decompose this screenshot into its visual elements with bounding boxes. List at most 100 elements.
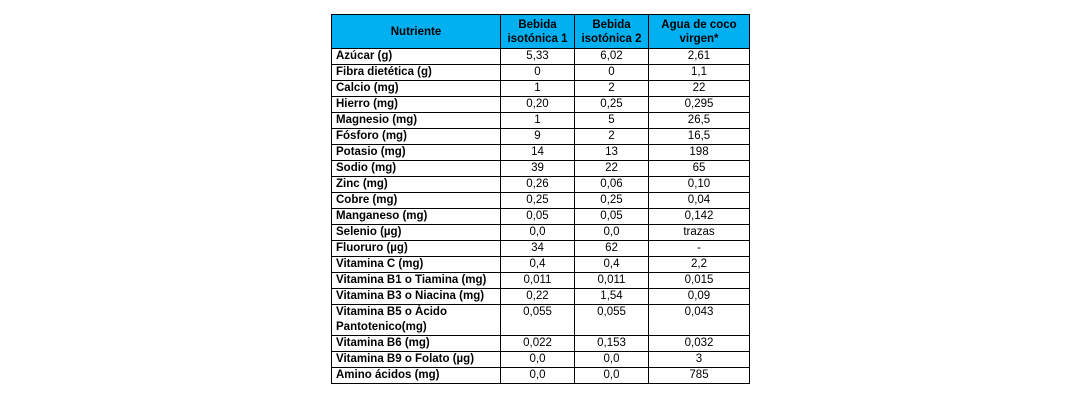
value-cell: 0,4 [500, 256, 575, 273]
value-cell: 0,05 [574, 208, 649, 225]
nutrient-name-cell: Vitamina B3 o Niacina (mg) [331, 288, 501, 305]
header-nutriente: Nutriente [331, 14, 501, 49]
table-row: Fósforo (mg) 9 2 16,5 [331, 128, 750, 145]
value-cell: 2 [574, 80, 649, 97]
table-row: Calcio (mg) 1 2 22 [331, 80, 750, 97]
table-row: Sodio (mg) 39 22 65 [331, 160, 750, 177]
value-cell: 0,011 [574, 272, 649, 289]
value-cell: 0,153 [574, 335, 649, 352]
nutrient-name-cell: Fluoruro (µg) [331, 240, 501, 257]
nutrient-name-cell: Vitamina B9 o Folato (µg) [331, 351, 501, 368]
value-cell: 0,0 [500, 367, 575, 384]
value-cell: 5 [574, 112, 649, 129]
table-row: Hierro (mg) 0,20 0,25 0,295 [331, 96, 750, 113]
nutrient-name-cell: Sodio (mg) [331, 160, 501, 177]
value-cell: 2,61 [648, 48, 750, 65]
value-cell: 0,055 [500, 304, 575, 336]
table-row: Vitamina C (mg) 0,4 0,4 2,2 [331, 256, 750, 273]
nutrient-name-cell: Vitamina B1 o Tiamina (mg) [331, 272, 501, 289]
value-cell: 34 [500, 240, 575, 257]
nutrient-name-cell: Zinc (mg) [331, 176, 501, 193]
header-bebida-1: Bebida isotónica 1 [500, 14, 575, 49]
table-row: Vitamina B1 o Tiamina (mg) 0,011 0,011 0,01… [331, 272, 750, 289]
table-row: Vitamina B5 o Ácido Pantotenico(mg) 0,055… [331, 304, 750, 336]
header-bebida-2: Bebida isotónica 2 [574, 14, 649, 49]
value-cell: 0,043 [648, 304, 750, 336]
value-cell: 0,011 [500, 272, 575, 289]
value-cell: 0,0 [574, 224, 649, 241]
nutrient-table-body: Azúcar (g) 5,33 6,02 2,61 Fibra dietética (g… [331, 48, 750, 384]
value-cell: 22 [574, 160, 649, 177]
value-cell: 0,055 [574, 304, 649, 336]
value-cell: 785 [648, 367, 750, 384]
value-cell: 1 [500, 80, 575, 97]
table-row: Azúcar (g) 5,33 6,02 2,61 [331, 48, 750, 65]
nutrient-name-cell: Vitamina B6 (mg) [331, 335, 501, 352]
value-cell: 0,25 [500, 192, 575, 209]
value-cell: 0,0 [574, 351, 649, 368]
nutrient-name-cell: Cobre (mg) [331, 192, 501, 209]
nutrient-name-cell: Amino ácidos (mg) [331, 367, 501, 384]
table-row: Potasio (mg) 14 13 198 [331, 144, 750, 161]
table-row: Fibra dietética (g) 0 0 1,1 [331, 64, 750, 81]
table-row: Zinc (mg) 0,26 0,06 0,10 [331, 176, 750, 193]
value-cell: 2 [574, 128, 649, 145]
value-cell: 26,5 [648, 112, 750, 129]
value-cell: 5,33 [500, 48, 575, 65]
header-agua-coco: Agua de coco virgen* [648, 14, 750, 49]
value-cell: 6,02 [574, 48, 649, 65]
value-cell: 0,25 [574, 96, 649, 113]
table-row: Fluoruro (µg) 34 62- [331, 240, 750, 257]
nutrient-name-cell: Vitamina B5 o Ácido Pantotenico(mg) [331, 304, 501, 336]
value-cell: 0,10 [648, 176, 750, 193]
nutrient-name-cell: Selenio (µg) [331, 224, 501, 241]
value-cell: 0,05 [500, 208, 575, 225]
nutrient-name-cell: Azúcar (g) [331, 48, 501, 65]
value-cell: 0,22 [500, 288, 575, 305]
table-row: Cobre (mg) 0,25 0,25 0,04 [331, 192, 750, 209]
value-cell: 0,015 [648, 272, 750, 289]
value-cell: 14 [500, 144, 575, 161]
value-cell: 65 [648, 160, 750, 177]
value-cell: trazas [648, 224, 750, 241]
nutrient-table-header: Nutriente Bebida isotónica 1 Bebida isot… [331, 14, 750, 49]
value-cell: 0,142 [648, 208, 750, 225]
value-cell: 13 [574, 144, 649, 161]
nutrient-table: Nutriente Bebida isotónica 1 Bebida isot… [331, 14, 750, 384]
value-cell: 62 [574, 240, 649, 257]
table-row: Selenio (µg) 0,0 0,0 trazas [331, 224, 750, 241]
value-cell: 0,20 [500, 96, 575, 113]
value-cell: 0,295 [648, 96, 750, 113]
value-cell: 9 [500, 128, 575, 145]
table-row: Vitamina B3 o Niacina (mg) 0,22 1,54 0,09 [331, 288, 750, 305]
value-cell: 0 [500, 64, 575, 81]
value-cell: 198 [648, 144, 750, 161]
value-cell: - [648, 240, 750, 257]
value-cell: 1 [500, 112, 575, 129]
nutrient-name-cell: Fibra dietética (g) [331, 64, 501, 81]
value-cell: 0,0 [500, 224, 575, 241]
value-cell: 0,26 [500, 176, 575, 193]
value-cell: 22 [648, 80, 750, 97]
value-cell: 2,2 [648, 256, 750, 273]
value-cell: 0,09 [648, 288, 750, 305]
nutrient-name-cell: Magnesio (mg) [331, 112, 501, 129]
nutrient-name-cell: Hierro (mg) [331, 96, 501, 113]
table-row: Vitamina B9 o Folato (µg) 0,0 0,0 3 [331, 351, 750, 368]
nutrient-name-cell: Fósforo (mg) [331, 128, 501, 145]
value-cell: 0 [574, 64, 649, 81]
table-row: Vitamina B6 (mg) 0,022 0,153 0,032 [331, 335, 750, 352]
value-cell: 0,022 [500, 335, 575, 352]
header-row: Nutriente Bebida isotónica 1 Bebida isot… [331, 14, 750, 49]
table-row: Magnesio (mg) 1 5 26,5 [331, 112, 750, 129]
value-cell: 0,0 [574, 367, 649, 384]
table-row: Manganeso (mg) 0,05 0,05 0,142 [331, 208, 750, 225]
nutrient-name-cell: Calcio (mg) [331, 80, 501, 97]
value-cell: 0,04 [648, 192, 750, 209]
value-cell: 0,4 [574, 256, 649, 273]
value-cell: 16,5 [648, 128, 750, 145]
nutrient-name-cell: Vitamina C (mg) [331, 256, 501, 273]
value-cell: 0,0 [500, 351, 575, 368]
nutrient-name-cell: Manganeso (mg) [331, 208, 501, 225]
value-cell: 0,032 [648, 335, 750, 352]
